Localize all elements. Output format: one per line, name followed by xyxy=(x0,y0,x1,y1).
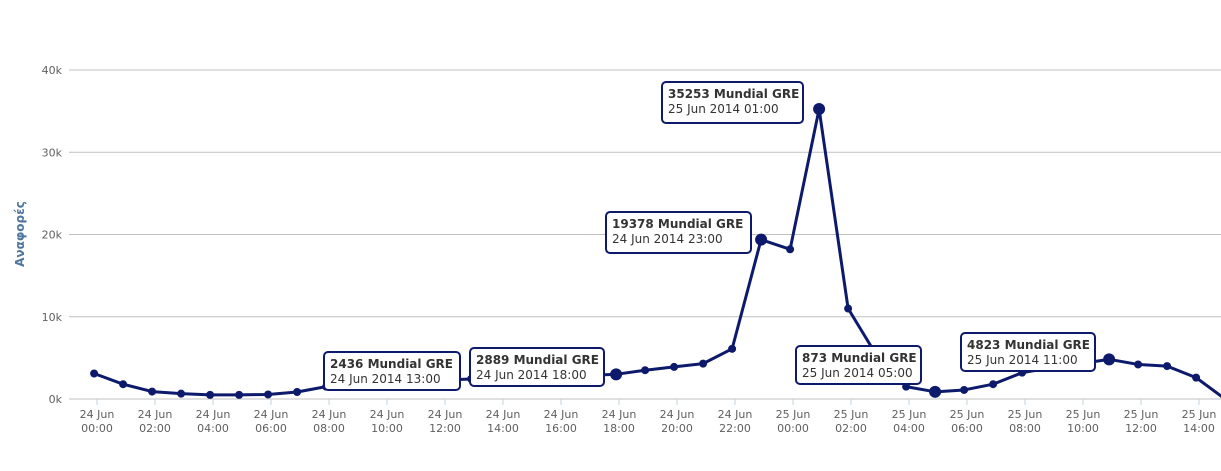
y-tick-label: 30k xyxy=(42,146,63,159)
x-tick-label: 25 Jun 08:00 xyxy=(1008,408,1043,435)
data-point[interactable] xyxy=(786,245,795,254)
data-point[interactable] xyxy=(1163,362,1172,371)
data-point[interactable] xyxy=(177,389,186,398)
annotation-title: 35253 Mundial GRE xyxy=(668,87,799,101)
data-point[interactable] xyxy=(699,359,708,368)
x-tick-label: 25 Jun 02:00 xyxy=(834,408,869,435)
y-axis-label: Αναφορές xyxy=(13,201,27,267)
y-tick-label: 40k xyxy=(42,64,63,77)
annotation-box xyxy=(469,347,605,387)
data-point[interactable] xyxy=(264,390,273,399)
data-point[interactable] xyxy=(989,380,998,389)
data-point[interactable] xyxy=(293,388,302,397)
annotation-box xyxy=(323,351,461,391)
data-point[interactable] xyxy=(119,380,128,389)
y-axis-ticks: 0k 10k 20k 30k 40k xyxy=(42,64,63,406)
data-point[interactable] xyxy=(1192,373,1201,382)
data-point[interactable] xyxy=(148,387,157,396)
data-point[interactable] xyxy=(1134,360,1143,369)
annotation-box xyxy=(605,211,752,254)
annotation-box xyxy=(795,345,922,385)
x-tick-label: 24 Jun 22:00 xyxy=(718,408,753,435)
annotation-title: 2436 Mundial GRE xyxy=(330,357,453,371)
x-tick-label: 24 Jun 20:00 xyxy=(660,408,695,435)
x-tick-label: 25 Jun 00:00 xyxy=(776,408,811,435)
x-tick-label: 25 Jun 14:00 xyxy=(1182,408,1217,435)
annotation-title: 4823 Mundial GRE xyxy=(967,338,1090,352)
data-point[interactable] xyxy=(844,304,853,313)
data-point[interactable] xyxy=(670,362,679,371)
data-point[interactable] xyxy=(813,103,826,116)
y-tick-label: 10k xyxy=(42,311,63,324)
annotation-box xyxy=(661,81,804,124)
data-point[interactable] xyxy=(641,366,650,375)
annotation-date: 24 Jun 2014 23:00 xyxy=(612,232,723,246)
x-axis: 24 Jun 00:00 24 Jun 02:00 24 Jun 04:00 24 Jun 0… xyxy=(80,399,1217,435)
data-point[interactable] xyxy=(929,385,942,398)
annotation-title: 873 Mundial GRE xyxy=(802,351,917,365)
data-point[interactable] xyxy=(960,385,969,394)
x-tick-label: 24 Jun 06:00 xyxy=(254,408,289,435)
x-tick-label: 24 Jun 12:00 xyxy=(428,408,463,435)
x-tick-label: 25 Jun 06:00 xyxy=(950,408,985,435)
x-tick-label: 24 Jun 10:00 xyxy=(370,408,405,435)
x-tick-label: 25 Jun 10:00 xyxy=(1066,408,1101,435)
annotation-date: 25 Jun 2014 01:00 xyxy=(668,102,779,116)
x-tick-label: 24 Jun 02:00 xyxy=(138,408,173,435)
x-tick-label: 24 Jun 18:00 xyxy=(602,408,637,435)
data-point[interactable] xyxy=(90,369,99,378)
x-tick-label: 25 Jun 12:00 xyxy=(1124,408,1159,435)
x-tick-label: 24 Jun 08:00 xyxy=(312,408,347,435)
annotation-date: 24 Jun 2014 18:00 xyxy=(476,368,587,382)
y-tick-label: 0k xyxy=(49,393,63,406)
x-tick-label: 24 Jun 04:00 xyxy=(196,408,231,435)
annotation-box xyxy=(960,332,1096,372)
data-point[interactable] xyxy=(755,233,768,246)
x-tick-label: 24 Jun 16:00 xyxy=(544,408,579,435)
data-point[interactable] xyxy=(1103,353,1116,366)
x-tick-label: 24 Jun 00:00 xyxy=(80,408,115,435)
annotation-date: 24 Jun 2014 13:00 xyxy=(330,372,441,386)
x-tick-label: 25 Jun 04:00 xyxy=(892,408,927,435)
x-tick-label: 24 Jun 14:00 xyxy=(486,408,521,435)
data-point[interactable] xyxy=(235,390,244,399)
annotation-title: 2889 Mundial GRE xyxy=(476,353,599,367)
annotation-date: 25 Jun 2014 05:00 xyxy=(802,366,913,380)
data-point[interactable] xyxy=(610,368,623,381)
data-point[interactable] xyxy=(206,390,215,399)
annotation-date: 25 Jun 2014 11:00 xyxy=(967,353,1078,367)
annotation-title: 19378 Mundial GRE xyxy=(612,217,743,231)
y-tick-label: 20k xyxy=(42,229,63,242)
data-point[interactable] xyxy=(728,344,737,353)
